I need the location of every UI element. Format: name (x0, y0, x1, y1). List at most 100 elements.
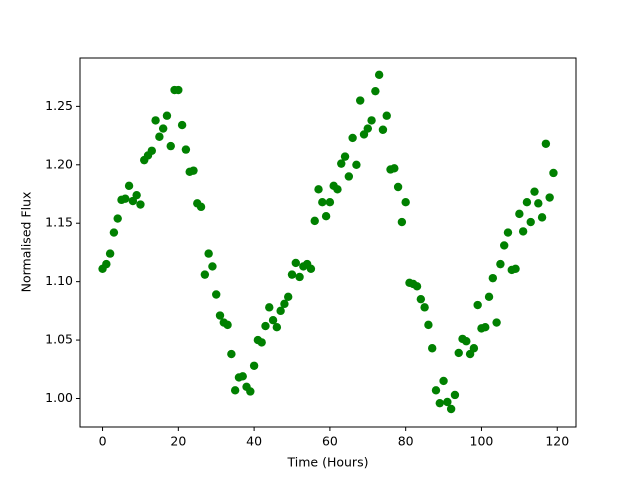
point (450, 390, 460, 400)
point (227, 349, 236, 359)
point (515, 209, 524, 219)
point (189, 166, 198, 175)
point (462, 337, 471, 346)
point (246, 387, 255, 396)
point (174, 85, 183, 95)
point (280, 299, 289, 309)
point (511, 264, 520, 273)
point (374, 70, 384, 80)
point (420, 303, 429, 312)
point (166, 141, 175, 151)
point (443, 397, 452, 407)
point (537, 213, 547, 222)
y-axis-label: Normalised Flux (19, 192, 34, 293)
point (208, 262, 217, 271)
point (321, 212, 331, 221)
point (124, 181, 134, 191)
point (147, 146, 157, 155)
point (325, 197, 335, 207)
point (488, 273, 498, 283)
point (268, 316, 278, 325)
point (284, 292, 293, 302)
point (382, 111, 391, 120)
point (109, 228, 119, 237)
point (393, 182, 403, 192)
point (295, 272, 304, 282)
point (102, 259, 111, 269)
point (530, 187, 539, 196)
x-tick-label: 80 (398, 434, 414, 449)
point (238, 372, 247, 381)
point (363, 124, 372, 133)
y-tick-label: 1.20 (45, 156, 73, 171)
point (348, 133, 357, 143)
point (151, 116, 160, 125)
point (249, 361, 259, 370)
point (428, 344, 437, 353)
point (272, 323, 282, 332)
point (306, 264, 316, 273)
point (526, 217, 535, 227)
point (454, 348, 463, 358)
x-tick-label: 100 (470, 434, 494, 449)
y-tick-label: 1.00 (45, 390, 73, 405)
point (230, 386, 240, 395)
point (287, 270, 297, 279)
point (204, 249, 213, 258)
point (200, 270, 210, 279)
point (371, 86, 380, 96)
x-tick-label: 60 (322, 434, 338, 449)
point (337, 159, 346, 168)
x-tick-label: 40 (246, 434, 262, 449)
point (333, 185, 342, 194)
x-axis-label: Time (Hours) (287, 455, 369, 470)
point (518, 227, 528, 236)
point (318, 197, 327, 207)
point (212, 290, 221, 299)
point (344, 172, 354, 181)
point (223, 320, 232, 330)
point (121, 194, 130, 203)
point (340, 152, 350, 161)
point (367, 116, 376, 125)
x-tick-label: 120 (545, 434, 569, 449)
point (473, 300, 482, 310)
point (215, 311, 225, 320)
point (390, 164, 399, 173)
point (155, 132, 164, 141)
y-tick-label: 1.05 (45, 332, 73, 347)
point (310, 216, 319, 226)
point (492, 318, 501, 327)
point (496, 259, 505, 269)
point (356, 96, 365, 105)
point (257, 338, 266, 347)
point (481, 323, 490, 332)
point (499, 241, 509, 250)
point (545, 193, 554, 202)
point (522, 197, 532, 207)
point (158, 124, 168, 133)
point (113, 214, 122, 223)
point (276, 306, 285, 316)
point (541, 139, 551, 148)
point (503, 228, 513, 237)
point (162, 111, 172, 120)
y-tick-label: 1.25 (45, 98, 73, 113)
point (181, 145, 191, 154)
point (416, 294, 426, 304)
point (424, 320, 433, 330)
point (412, 282, 422, 291)
point (136, 200, 145, 209)
point (549, 168, 558, 178)
point (105, 249, 115, 258)
point (446, 404, 456, 414)
point (378, 125, 388, 134)
point (132, 190, 141, 200)
point (196, 202, 206, 212)
x-tick-label: 0 (99, 434, 107, 449)
point (291, 258, 300, 268)
point (397, 217, 407, 227)
point (435, 398, 444, 408)
